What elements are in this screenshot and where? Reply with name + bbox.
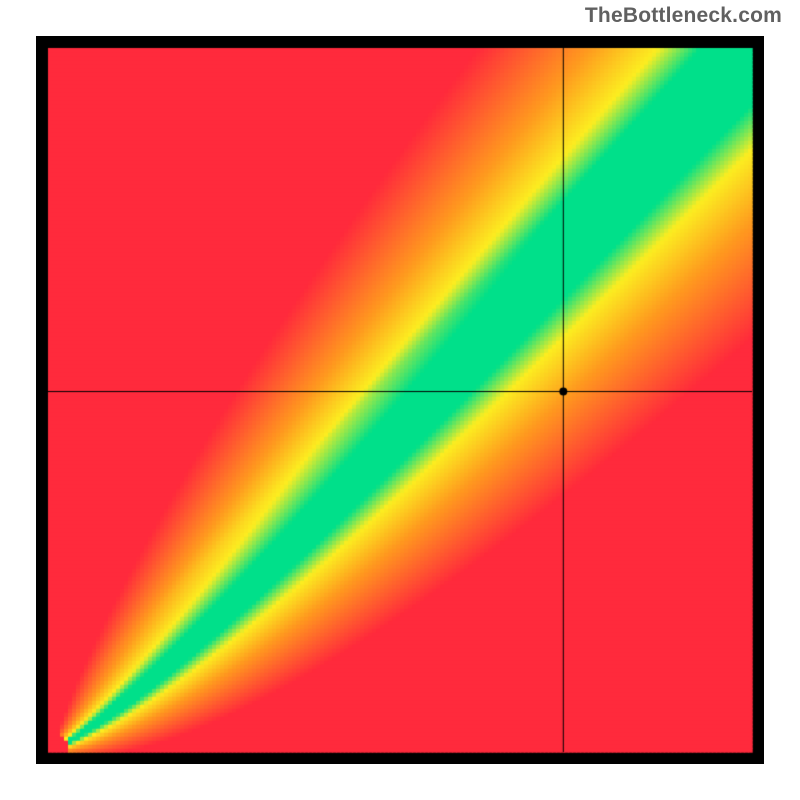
bottleneck-heatmap [36, 36, 764, 764]
chart-frame [36, 36, 764, 764]
watermark-text: TheBottleneck.com [585, 4, 782, 28]
